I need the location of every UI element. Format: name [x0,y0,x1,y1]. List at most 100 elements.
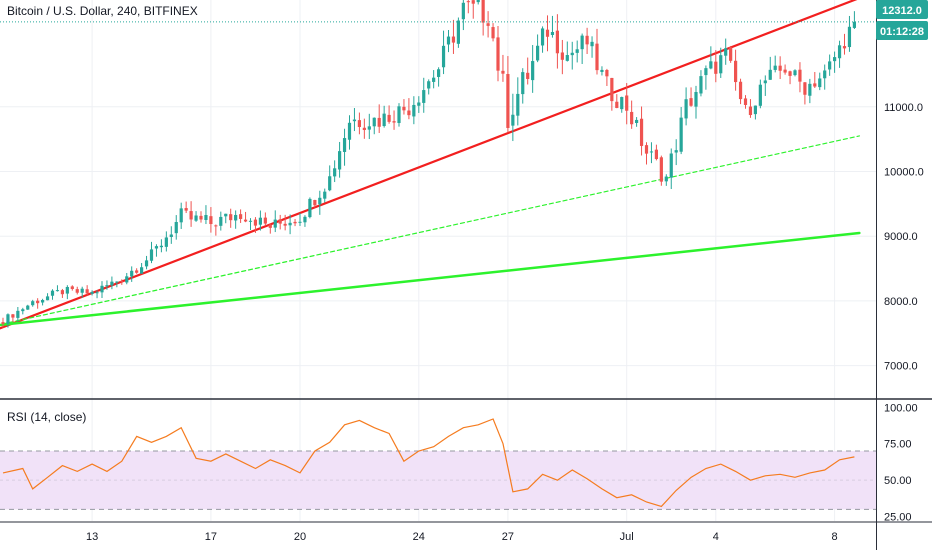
candle-body [50,290,55,296]
candle-body [496,37,500,71]
candle-body [298,221,302,223]
candle-body [105,285,109,287]
axis-labels: 7000.0 8000.0 9000.0 10000.0 11000.0 13 17 20 24… [86,102,924,543]
candle-body [630,111,634,125]
candle-body [288,222,292,226]
candle-body [85,289,89,294]
candle-body [328,176,332,191]
candle-body [308,198,312,218]
candle-body [120,281,124,283]
candle-body [669,153,673,178]
candle-body [575,49,579,53]
candle-body [699,76,703,94]
candle-body [738,81,743,100]
candle-body [422,90,426,103]
candle-body [164,237,168,247]
candle-body [234,214,238,221]
candle-body [719,55,723,74]
candle-body [823,70,827,79]
candle-body [338,151,342,170]
candle-body [659,157,663,182]
candle-body [214,225,218,227]
candle-body [644,145,649,154]
candle-body [204,215,208,220]
candle-body [16,310,20,318]
candle-body [189,211,193,220]
candle-body [357,120,361,128]
candle-body [605,69,609,77]
time-tick-label: Jul [620,531,634,543]
rsi-line [2,418,855,508]
candle-body [248,220,253,222]
price-badge-bg [876,0,928,19]
candle-body [169,234,173,237]
time-tick-label: 13 [86,531,98,543]
candle-body [595,43,599,71]
candle-body [491,27,495,39]
candle-body [674,150,678,153]
candle-body [41,300,45,303]
candle-body [486,23,490,26]
candle-body [263,217,267,224]
candle-body [392,121,396,123]
rsi-title: RSI (14, close) [7,410,87,424]
candle-body [555,30,559,54]
candle-body [580,35,584,50]
candle-body [100,285,104,293]
candle-body [456,20,460,44]
candle-body [610,77,614,102]
candle-body [506,74,510,128]
candle-body [90,291,94,294]
candle-body [293,221,297,224]
rsi-tick-label: 50.00 [884,475,912,487]
candle-body [149,249,154,261]
candle-body [679,117,683,152]
time-tick-label: 24 [413,531,425,543]
candle-body [387,114,391,122]
candle-body [654,149,658,160]
candle-body [402,106,406,111]
price-badge-value: 12312.0 [882,5,922,17]
candle-body [159,245,163,248]
candle-body [1,322,5,324]
candle-body [427,81,431,89]
candle-body [734,60,738,83]
candle-body [75,289,79,293]
candle-body [446,36,451,45]
candles [1,0,856,328]
candle-body [451,36,456,43]
candle-body [689,98,693,106]
candle-body [842,46,847,49]
candle-body [194,215,198,221]
candle-body [224,213,228,217]
candle-body [377,117,381,127]
candle-body [481,0,485,23]
price-tick-label: 8000.0 [884,296,918,308]
candle-body [318,197,322,205]
candle-body [278,219,282,224]
candle-body [283,223,287,226]
candle-body [11,314,15,318]
candle-body [852,21,856,28]
candle-body [526,72,530,79]
candle-body [808,83,812,96]
candle-body [140,267,144,274]
candle-body [729,47,733,61]
candle-body [347,122,352,140]
candle-body [550,31,555,36]
candle-body [441,45,446,68]
candle-body [501,70,505,74]
candle-body [793,70,797,76]
grid [0,0,876,521]
candle-body [783,69,787,73]
candle-body [125,276,129,283]
candle-body [209,216,213,225]
candle-body [243,219,248,222]
candle-body [239,214,243,219]
candle-body [724,48,728,56]
price-badges: 12312.0 01:12:28 [876,0,928,40]
rsi-line-group [2,418,855,508]
candle-body [639,118,644,146]
candle-body [199,215,203,220]
candle-body [828,61,832,70]
